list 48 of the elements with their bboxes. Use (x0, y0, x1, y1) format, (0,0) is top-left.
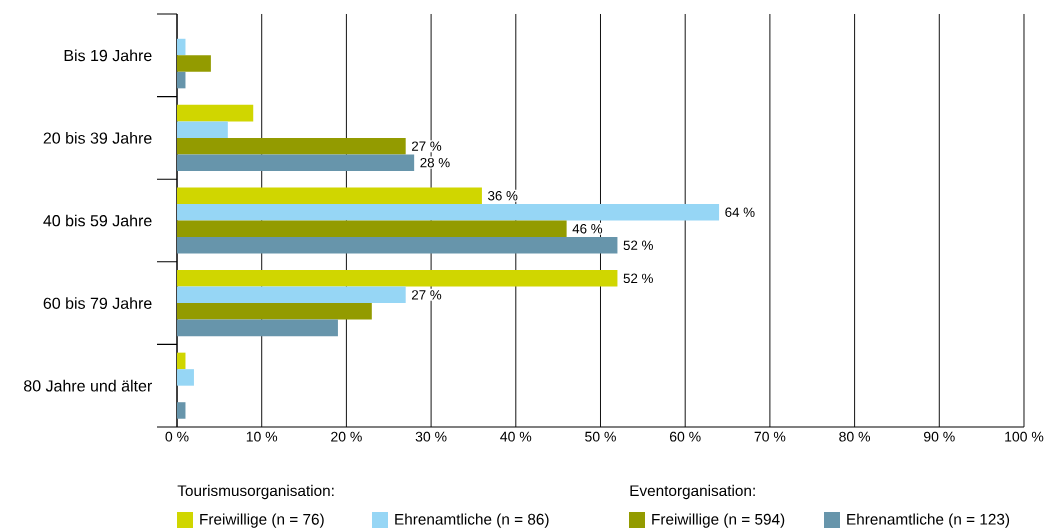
x-tick-label: 100 % (1005, 431, 1044, 442)
bar (177, 71, 186, 89)
x-tick-label: 10 % (246, 431, 278, 442)
data-label: 52 % (623, 240, 653, 250)
text: Tourismusorganisation: (177, 484, 334, 500)
bar (177, 55, 211, 72)
bar (177, 220, 567, 238)
bar (177, 187, 482, 204)
x-tick-label: 60 % (669, 431, 701, 442)
bar (177, 121, 228, 138)
x-tick-label: 20 % (331, 431, 362, 442)
x-tick-label: 0 % (165, 431, 189, 442)
legend-label: Ehrenamtliche (n = 123) (847, 513, 1010, 528)
x-tick-label: 30 % (415, 431, 447, 442)
bar (177, 286, 406, 304)
legend-label: Ehrenamtliche (n = 86) (395, 513, 549, 528)
x-tick-label: 90 % (923, 431, 955, 442)
y-tick-label: 60 bis 79 Jahre (43, 297, 152, 309)
data-label: 28 % (420, 157, 450, 168)
y-tick-label: 80 Jahre und älter (24, 379, 152, 392)
bar (177, 270, 618, 287)
bar (177, 369, 194, 386)
y-tick-label: Bis 19 Jahre (64, 49, 152, 62)
bar (177, 402, 186, 419)
data-label: 27 % (411, 290, 442, 300)
bar (177, 137, 406, 155)
bar (177, 237, 618, 254)
bar (177, 38, 186, 56)
x-tick-label: 70 % (754, 431, 786, 442)
data-label: 46 % (572, 224, 603, 234)
y-tick-label: 40 bis 59 Jahre (43, 214, 152, 227)
data-label: 27 % (411, 141, 442, 151)
legend-label: Freiwillige (n = 76) (200, 513, 324, 528)
data-label: 36 % (488, 191, 518, 201)
bar (177, 203, 720, 221)
y-tick-label: 20 bis 39 Jahre (43, 132, 152, 144)
data-label: 64 % (725, 207, 755, 217)
bar (177, 319, 338, 337)
bar (177, 303, 372, 320)
bar (177, 154, 415, 171)
bar (177, 352, 186, 370)
bar (177, 104, 254, 122)
x-tick-label: 40 % (500, 431, 532, 442)
legend-label: Freiwillige (n = 594) (652, 513, 785, 528)
x-tick-label: 80 % (839, 431, 871, 442)
x-tick-label: 50 % (585, 431, 616, 442)
text: Eventorganisation: (630, 484, 755, 500)
data-label: 52 % (623, 273, 653, 284)
